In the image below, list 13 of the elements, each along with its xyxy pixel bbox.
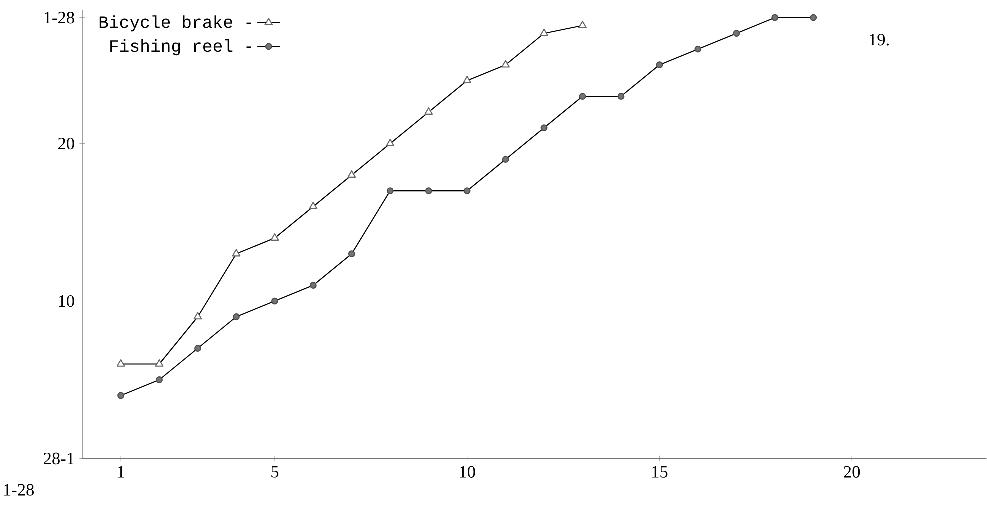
- x-tick-label: 20: [844, 466, 860, 478]
- y-tick-label: 28-1: [44, 453, 74, 465]
- annotation: 19.: [870, 34, 889, 46]
- text: 1-28: [4, 484, 34, 496]
- x-tick-label: 5: [272, 466, 279, 478]
- legend-label: Fishing reel -: [110, 40, 252, 56]
- y-tick-label: 1-28: [44, 12, 74, 24]
- legend-label: Bicycle brake -: [100, 16, 252, 32]
- y-tick-label: 10: [59, 296, 74, 308]
- x-tick-label: 1: [118, 466, 124, 478]
- x-tick-label: 15: [652, 466, 668, 478]
- x-tick-label: 10: [460, 466, 476, 478]
- y-tick-label: 20: [58, 138, 74, 150]
